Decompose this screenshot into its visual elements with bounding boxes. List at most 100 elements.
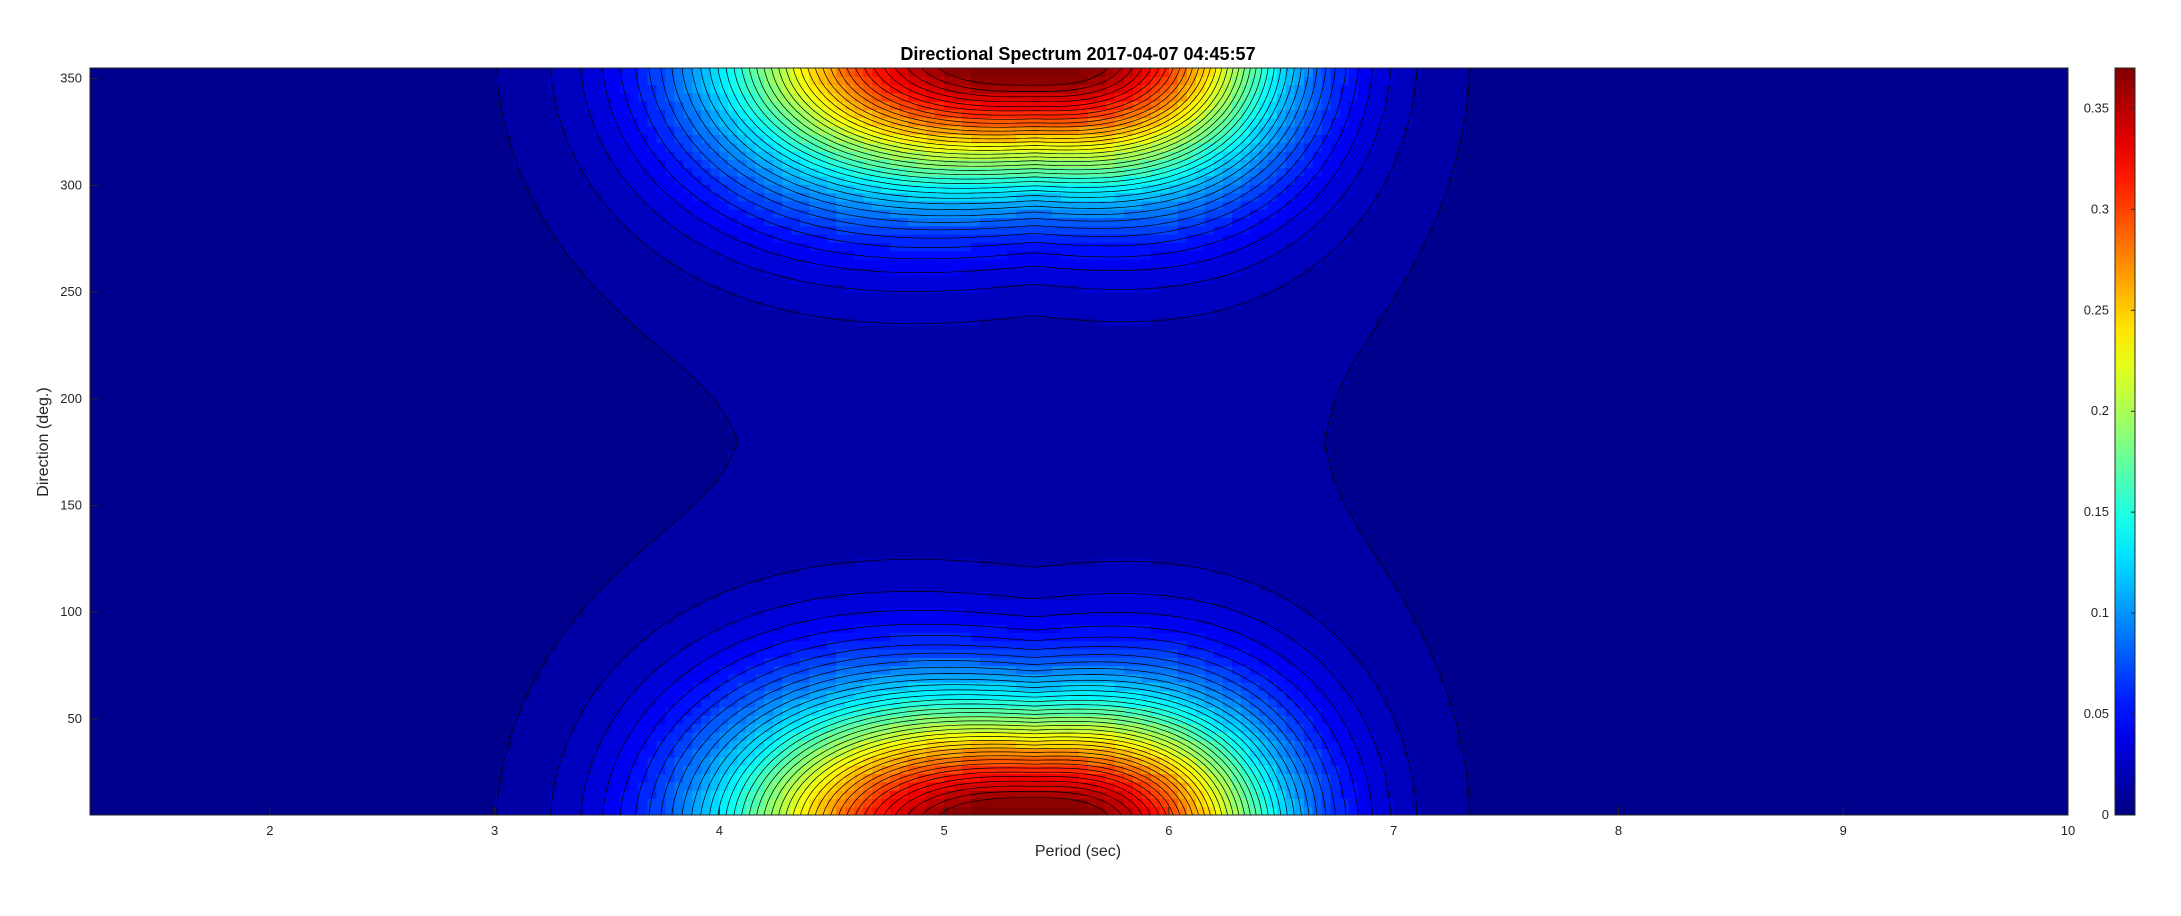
contour-cell — [575, 200, 586, 210]
contour-cell — [566, 599, 577, 609]
contour-cell — [485, 732, 496, 741]
contour-cell — [314, 449, 325, 459]
contour-cell — [485, 383, 496, 393]
contour-cell — [296, 242, 307, 252]
contour-cell — [566, 806, 577, 815]
contour-cell — [350, 715, 361, 725]
contour-cell — [305, 566, 316, 575]
contour-cell — [341, 649, 352, 658]
contour-cell — [449, 283, 460, 293]
contour-cell — [278, 68, 289, 77]
contour-cell — [323, 76, 334, 86]
contour-cell — [323, 806, 334, 815]
contour-cell — [350, 250, 361, 260]
contour-cell — [143, 68, 154, 77]
contour-cell — [503, 541, 514, 550]
contour-cell — [278, 225, 289, 235]
contour-cell — [152, 732, 163, 741]
contour-cell — [269, 507, 280, 517]
contour-cell — [134, 590, 145, 600]
contour-cell — [467, 466, 478, 476]
contour-cell — [539, 383, 550, 393]
contour-cell — [449, 375, 460, 384]
contour-cell — [431, 715, 442, 725]
contour-cell — [224, 690, 235, 700]
contour-cell — [215, 151, 226, 160]
contour-cell — [287, 756, 298, 766]
contour-cell — [260, 300, 271, 310]
contour-cell — [206, 300, 217, 310]
contour-cell — [152, 756, 163, 766]
contour-cell — [575, 707, 586, 716]
contour-cell — [485, 566, 496, 575]
contour-cell — [188, 441, 199, 451]
contour-cell — [386, 649, 397, 658]
contour-cell — [152, 209, 163, 218]
contour-cell — [107, 657, 118, 667]
contour-cell — [494, 117, 505, 127]
contour-cell — [458, 308, 469, 318]
contour-cell — [575, 366, 586, 376]
contour-cell — [557, 375, 568, 384]
contour-cell — [278, 682, 289, 692]
contour-cell — [179, 458, 190, 467]
contour-cell — [287, 159, 298, 169]
contour-cell — [359, 723, 370, 733]
contour-cell — [359, 391, 370, 401]
contour-cell — [386, 383, 397, 393]
contour-cell — [287, 566, 298, 575]
contour-cell — [548, 283, 559, 293]
contour-cell — [233, 258, 244, 268]
contour-cell — [431, 159, 442, 169]
contour-cell — [188, 507, 199, 517]
contour-cell — [305, 350, 316, 360]
contour-cell — [467, 690, 478, 700]
contour-cell — [224, 267, 235, 277]
contour-cell — [530, 142, 541, 152]
contour-cell — [134, 491, 145, 501]
contour-cell — [503, 68, 514, 77]
contour-cell — [188, 483, 199, 492]
contour-cell — [557, 541, 568, 550]
contour-cell — [413, 732, 424, 741]
contour-cell — [332, 474, 343, 484]
contour-cell — [458, 615, 469, 625]
contour-cell — [503, 649, 514, 658]
contour-cell — [584, 673, 595, 683]
contour-cell — [350, 773, 361, 783]
contour-cell — [323, 358, 334, 368]
contour-cell — [332, 723, 343, 733]
contour-cell — [404, 84, 415, 94]
contour-cell — [269, 117, 280, 127]
contour-cell — [251, 532, 262, 542]
contour-cell — [521, 632, 532, 642]
contour-cell — [350, 76, 361, 86]
contour-cell — [341, 657, 352, 667]
contour-cell — [503, 117, 514, 127]
contour-cell — [233, 649, 244, 658]
contour-cell — [476, 657, 487, 667]
contour-cell — [90, 126, 100, 135]
contour-cell — [467, 350, 478, 360]
contour-cell — [458, 325, 469, 335]
contour-cell — [575, 574, 586, 584]
contour-cell — [323, 308, 334, 318]
contour-cell — [269, 101, 280, 111]
contour-cell — [350, 341, 361, 351]
contour-cell — [305, 217, 316, 227]
contour-cell — [134, 126, 145, 135]
contour-cell — [90, 798, 100, 808]
contour-cell — [431, 723, 442, 733]
contour-cell — [503, 400, 514, 409]
contour-cell — [530, 615, 541, 625]
contour-cell — [224, 557, 235, 567]
contour-cell — [395, 84, 406, 94]
contour-cell — [260, 657, 271, 667]
contour-cell — [485, 209, 496, 218]
contour-cell — [332, 781, 343, 791]
contour-cell — [90, 441, 100, 451]
contour-cell — [251, 292, 262, 301]
contour-cell — [107, 134, 118, 144]
contour-cell — [467, 117, 478, 127]
contour-cell — [323, 433, 334, 443]
